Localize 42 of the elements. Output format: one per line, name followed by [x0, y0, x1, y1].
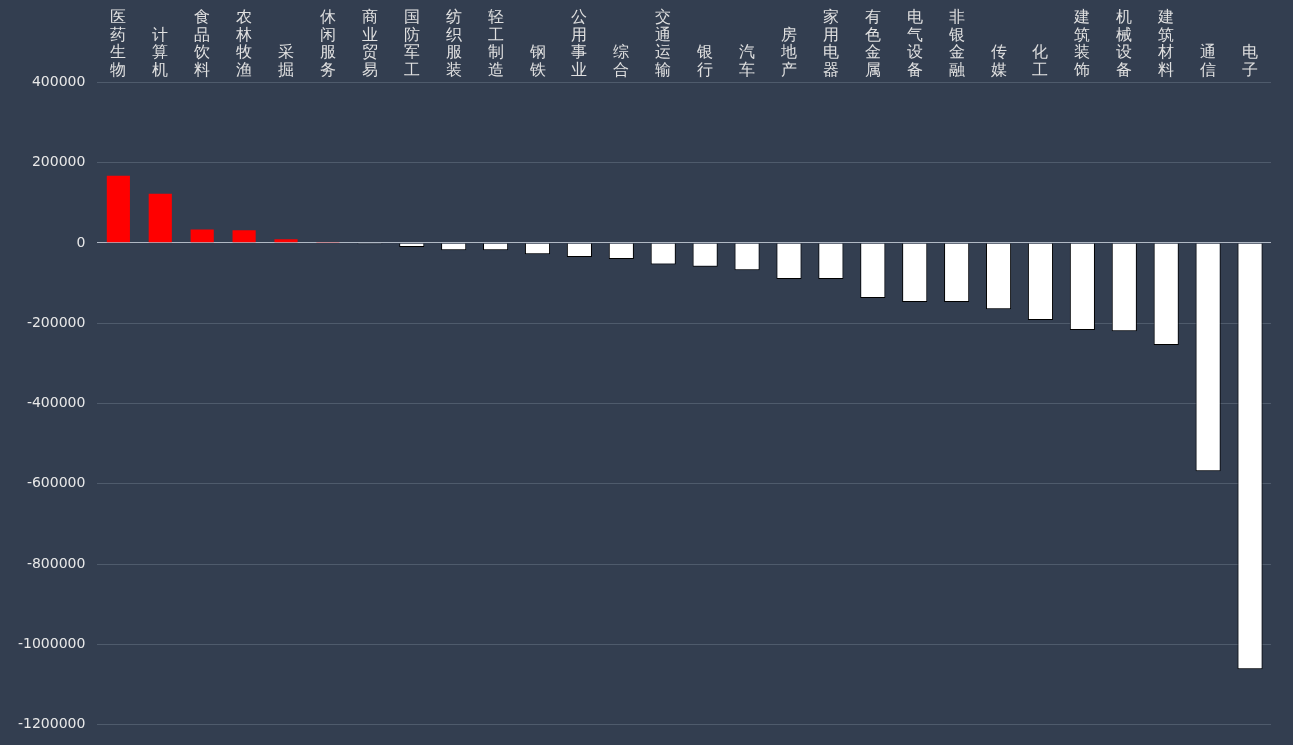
- x-tick-label: 有色金属: [864, 6, 881, 79]
- bar: [274, 239, 298, 243]
- x-tick-label: 机械设备: [1116, 6, 1133, 79]
- x-tick-label: 国防军工: [403, 6, 420, 79]
- x-tick-label: 钢铁: [528, 42, 546, 79]
- x-tick-label: 传媒: [990, 42, 1007, 79]
- y-tick-label: 200000: [31, 153, 86, 170]
- bar: [106, 175, 130, 243]
- x-tick-label: 汽车: [739, 42, 756, 79]
- x-tick-label: 综合: [613, 42, 630, 79]
- bar: [232, 230, 256, 243]
- x-tick-label: 纺织服装: [445, 6, 462, 79]
- y-tick-label: -600000: [26, 474, 86, 491]
- x-tick-label: 建筑装饰: [1073, 6, 1091, 79]
- x-tick-label: 非银金融: [947, 6, 965, 79]
- x-tick-label: 家用电器: [822, 6, 839, 79]
- x-tick-label: 银行: [696, 42, 714, 79]
- y-tick-label: -400000: [26, 394, 86, 411]
- x-tick-label: 化工: [1032, 42, 1049, 79]
- x-tick-label: 农林牧渔: [235, 6, 253, 79]
- x-tick-label: 电子: [1242, 42, 1259, 79]
- x-tick-label: 通信: [1200, 42, 1217, 79]
- x-tick-label: 食品饮料: [193, 6, 211, 79]
- x-tick-label: 商业贸易: [361, 6, 378, 79]
- x-tick-label: 房地产: [779, 24, 797, 79]
- y-tick-label: -200000: [26, 313, 86, 330]
- x-tick-label: 电气设备: [906, 6, 923, 79]
- y-tick-label: -1000000: [18, 634, 86, 651]
- bar: [190, 229, 214, 243]
- bar: [148, 193, 172, 243]
- x-tick-label: 休闲服务: [319, 6, 336, 79]
- x-tick-label: 建筑材料: [1157, 6, 1175, 79]
- x-tick-label: 医药生物: [110, 6, 127, 79]
- x-tick-label: 计算机: [152, 24, 169, 79]
- x-tick-label: 公用事业: [571, 6, 588, 79]
- x-tick-label: 采掘: [278, 42, 295, 79]
- y-tick-label: 400000: [31, 73, 86, 90]
- y-tick-label: -1200000: [18, 715, 86, 732]
- x-tick-label: 交通运输: [655, 6, 672, 79]
- x-tick-label: 轻工制造: [487, 6, 504, 79]
- y-tick-label: 0: [76, 233, 86, 250]
- y-tick-label: -800000: [26, 554, 86, 571]
